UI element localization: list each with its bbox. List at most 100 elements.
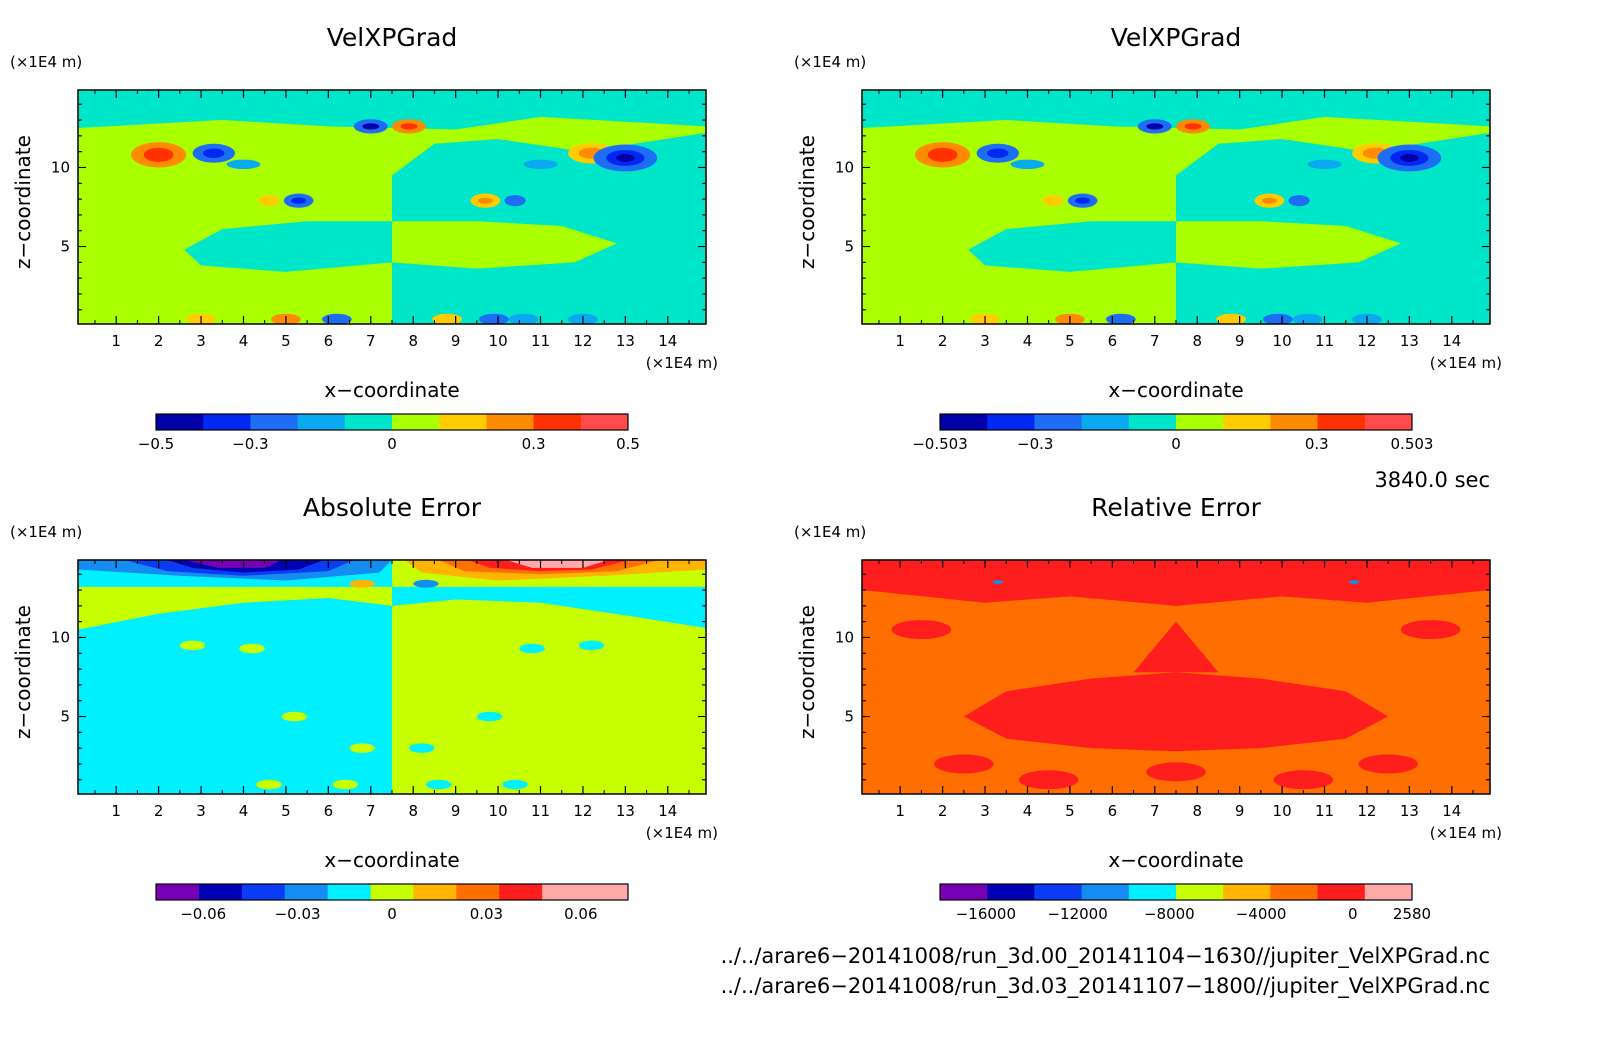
y-axis-label: z−coordinate (11, 605, 35, 739)
x-tick-label: 3 (196, 332, 206, 350)
heatmap-field (862, 560, 1490, 794)
colorbar-swatch (297, 414, 346, 430)
colorbar: −0.5 −0.3 0 0.3 0.5 (138, 413, 640, 453)
x-axis-label: x−coordinate (1108, 848, 1243, 872)
colorbar-tick-label: −16000 (956, 905, 1016, 923)
anomaly-blob (934, 754, 994, 774)
colorbar-tick-label: 0 (387, 435, 397, 453)
colorbar-tick-label: 0 (387, 905, 397, 923)
colorbar-tick-label: −12000 (1047, 905, 1107, 923)
anomaly-blob (578, 640, 605, 651)
colorbar-tick-label: −8000 (1144, 905, 1195, 923)
x-tick-label: 13 (1400, 802, 1419, 820)
field-region (78, 90, 706, 130)
colorbar-tick-label: 2580 (1393, 905, 1431, 923)
anomaly-blob (203, 148, 225, 158)
colorbar-tick-label: 0.06 (564, 905, 597, 923)
x-unit-label: (×1E4 m) (1430, 354, 1502, 372)
x-tick-label: 2 (154, 802, 164, 820)
x-unit-label: (×1E4 m) (646, 824, 718, 842)
colorbar-swatch (542, 884, 586, 900)
anomaly-blob (508, 313, 539, 324)
colorbar-swatch (156, 414, 204, 430)
x-tick-label: 3 (980, 332, 990, 350)
x-tick-label: 6 (324, 332, 334, 350)
y-tick-label: 5 (844, 708, 854, 726)
x-tick-label: 11 (531, 802, 550, 820)
anomaly-blob (616, 154, 635, 162)
anomaly-blob (1105, 313, 1136, 324)
anomaly-blob (1400, 620, 1461, 640)
x-axis-label: x−coordinate (324, 378, 459, 402)
anomaly-blob (349, 579, 376, 588)
anomaly-blob (179, 640, 206, 651)
plot-title: Absolute Error (303, 493, 482, 522)
x-tick-label: 2 (154, 332, 164, 350)
x-tick-label: 3 (196, 802, 206, 820)
anomaly-blob (400, 123, 418, 130)
x-tick-label: 11 (1315, 332, 1334, 350)
x-tick-label: 7 (366, 802, 376, 820)
x-tick-label: 12 (573, 332, 592, 350)
field-region (968, 221, 1176, 272)
x-tick-label: 12 (1357, 332, 1376, 350)
x-tick-label: 12 (1357, 802, 1376, 820)
anomaly-blob (477, 197, 493, 204)
field-region (392, 560, 706, 794)
y-axis-label: z−coordinate (795, 605, 819, 739)
x-tick-label: 6 (1108, 802, 1118, 820)
anomaly-blob (413, 579, 439, 588)
heatmap-field (78, 90, 706, 324)
colorbar-tick-label: 0.5 (616, 435, 640, 453)
anomaly-blob (1075, 197, 1091, 204)
anomaly-blob (321, 313, 352, 324)
colorbar-tick-label: −0.03 (275, 905, 321, 923)
field-region (392, 221, 617, 269)
x-tick-label: 6 (324, 802, 334, 820)
colorbar-swatch (327, 884, 372, 900)
anomaly-blob (927, 147, 958, 162)
colorbar-swatch (987, 414, 1035, 430)
x-unit-label: (×1E4 m) (646, 354, 718, 372)
anomaly-blob (258, 195, 280, 207)
anomaly-blob (349, 743, 376, 753)
anomaly-blob (425, 779, 452, 790)
colorbar-swatch (1034, 884, 1083, 900)
anomaly-blob (1019, 770, 1079, 790)
x-tick-label: 10 (489, 332, 508, 350)
colorbar-swatch (940, 414, 988, 430)
field-region (1133, 621, 1219, 673)
field-region (78, 560, 392, 794)
anomaly-blob (226, 159, 261, 170)
x-tick-label: 2 (938, 332, 948, 350)
colorbar: −16000 −12000 −8000 −4000 0 2580 (939, 883, 1431, 923)
anomaly-blob (523, 159, 558, 170)
x-tick-label: 5 (281, 332, 291, 350)
colorbar-swatch (1223, 884, 1271, 900)
anomaly-blob (987, 148, 1009, 158)
x-tick-label: 14 (658, 332, 677, 350)
x-tick-label: 10 (1273, 802, 1292, 820)
anomaly-blob (1184, 123, 1202, 130)
x-tick-label: 13 (616, 332, 635, 350)
colorbar-swatch (1128, 884, 1177, 900)
colorbar: −0.06 −0.03 0 0.03 0.06 (155, 883, 629, 923)
x-tick-label: 14 (1442, 332, 1461, 350)
colorbar-tick-label: 0.3 (1305, 435, 1329, 453)
colorbar-swatch (370, 884, 414, 900)
plot-title: Relative Error (1091, 493, 1261, 522)
x-tick-label: 8 (1192, 802, 1202, 820)
y-unit-label: (×1E4 m) (794, 53, 866, 71)
x-tick-label: 9 (451, 802, 461, 820)
x-tick-label: 7 (1150, 332, 1160, 350)
anomaly-blob (502, 779, 528, 790)
colorbar-swatch (580, 414, 629, 430)
anomaly-blob (478, 313, 509, 324)
anomaly-blob (1216, 313, 1247, 324)
anomaly-blob (504, 195, 526, 207)
x-tick-label: 13 (616, 802, 635, 820)
anomaly-blob (1146, 123, 1164, 130)
